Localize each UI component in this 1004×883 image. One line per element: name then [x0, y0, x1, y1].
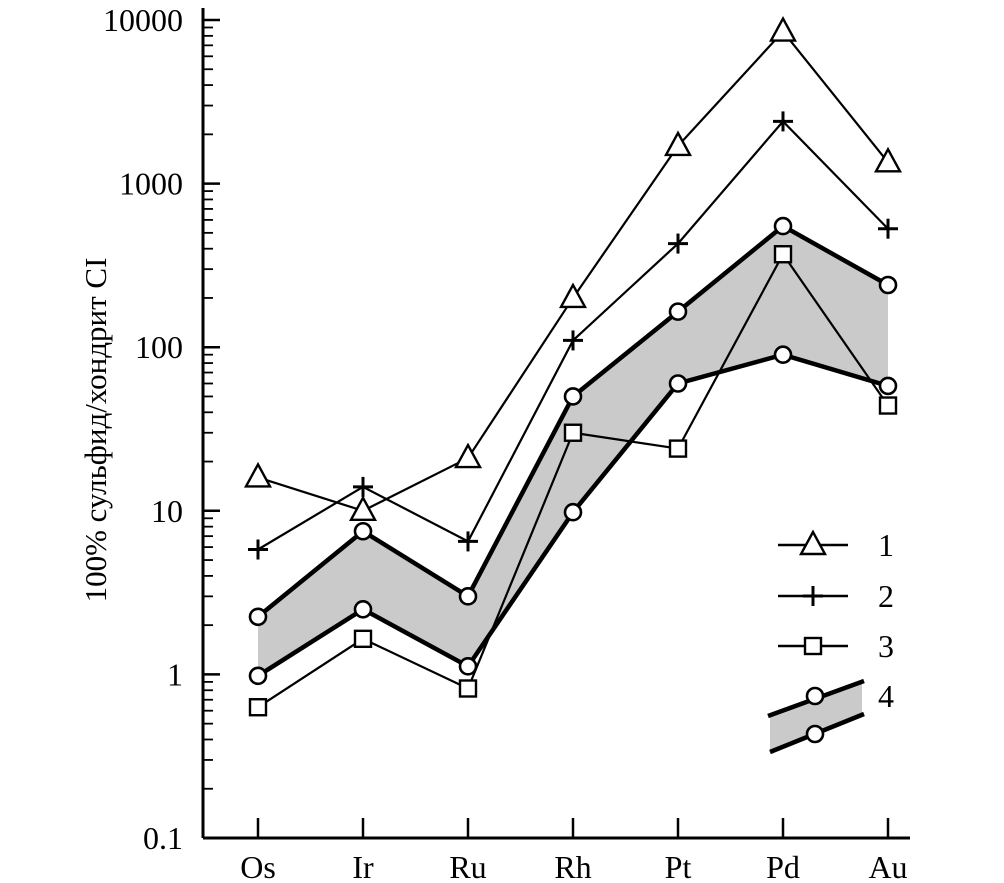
- triangle-marker: [798, 529, 828, 556]
- square-marker: [878, 396, 898, 415]
- series-4-band: [258, 226, 888, 676]
- legend: 1 2 3 4: [767, 527, 894, 755]
- circle-marker: [878, 376, 898, 396]
- square-marker: [773, 245, 793, 264]
- legend-label-1: 1: [878, 527, 894, 563]
- circle-marker: [668, 302, 688, 321]
- square-marker: [458, 679, 478, 698]
- circle-marker: [773, 216, 793, 236]
- x-tick-label: Ru: [449, 849, 486, 883]
- circle-marker: [563, 502, 583, 522]
- circle-marker: [458, 587, 478, 606]
- x-tick-label: Pt: [665, 849, 692, 883]
- series-layer: [243, 16, 903, 717]
- x-tick-label: Rh: [554, 849, 591, 883]
- legend-label-4: 4: [878, 678, 894, 714]
- x-tick-label: Pd: [766, 849, 800, 883]
- y-tick-label: 0.1: [143, 820, 183, 856]
- tick-layer: 0.1 1 10 100 1000 10000 Os Ir Ru Rh Pt Pd Au: [103, 2, 908, 883]
- circle-marker: [248, 666, 268, 686]
- plus-marker: [668, 233, 688, 254]
- plus-marker: [563, 330, 583, 351]
- triangle-marker: [663, 130, 693, 157]
- y-tick-label: 100: [135, 329, 183, 365]
- triangle-marker: [243, 461, 273, 488]
- triangle-marker: [768, 16, 798, 42]
- plus-marker: [248, 539, 268, 560]
- circle-marker: [668, 374, 688, 393]
- circle-marker: [353, 599, 373, 619]
- circle-marker: [563, 387, 583, 406]
- legend-label-3: 3: [878, 628, 894, 664]
- square-marker: [248, 698, 268, 717]
- square-marker: [563, 423, 583, 442]
- y-tick-label: 1: [167, 656, 183, 692]
- circle-marker: [458, 657, 478, 676]
- plus-marker: [878, 218, 898, 239]
- plus-marker: [773, 111, 793, 132]
- square-marker: [353, 629, 373, 649]
- x-tick-label: Os: [240, 849, 276, 883]
- plus-marker: [458, 531, 478, 552]
- triangle-marker: [348, 495, 378, 521]
- legend-label-2: 2: [878, 578, 894, 614]
- square-marker: [803, 636, 823, 656]
- circle-marker: [773, 345, 793, 364]
- y-tick-label: 10000: [103, 2, 183, 38]
- square-marker: [668, 439, 688, 458]
- circle-marker: [353, 521, 373, 541]
- triangle-marker: [558, 282, 588, 309]
- y-tick-label: 1000: [119, 166, 183, 202]
- triangle-marker: [873, 146, 903, 173]
- plus-marker: [353, 476, 373, 497]
- plus-marker: [803, 586, 823, 606]
- x-tick-label: Ir: [352, 849, 374, 883]
- circle-marker: [805, 686, 825, 706]
- circle-marker: [805, 724, 825, 744]
- legend-band: [770, 682, 862, 750]
- y-axis-label: 100% сульфид/хондрит CI: [78, 258, 113, 603]
- circle-marker: [248, 607, 268, 627]
- triangle-marker: [453, 442, 483, 469]
- x-tick-label: Au: [868, 849, 907, 883]
- circle-marker: [878, 275, 898, 295]
- y-tick-label: 10: [151, 493, 183, 529]
